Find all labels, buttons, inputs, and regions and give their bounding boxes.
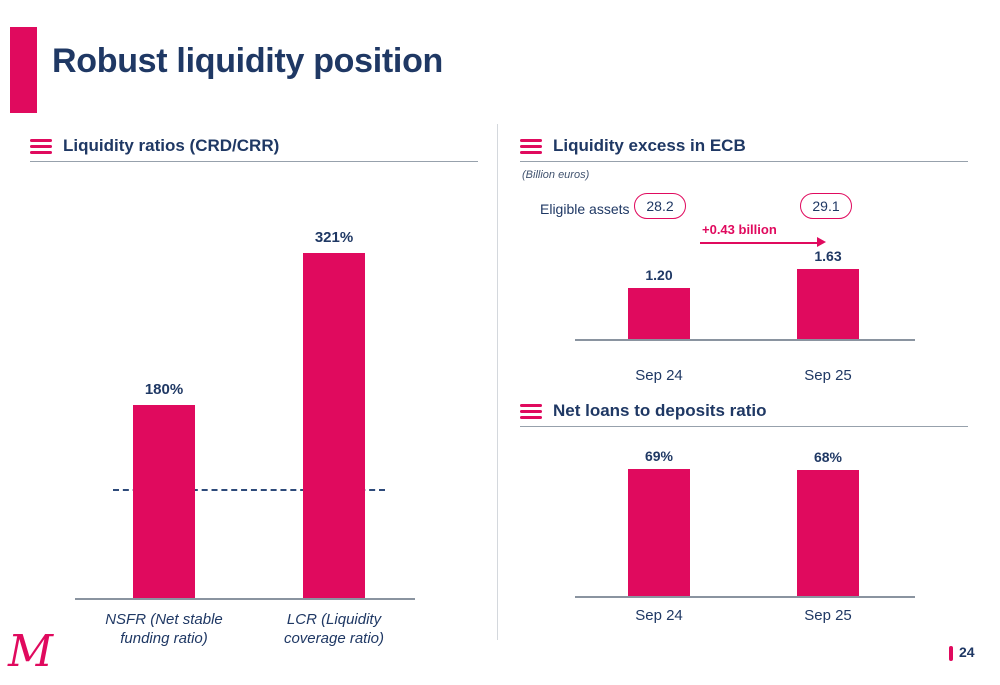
bar-nl-sep24 — [628, 469, 690, 596]
bar-ecb-sep24 — [628, 287, 690, 339]
bar-value-nsfr: 180% — [144, 380, 184, 398]
bar-column-nsfr: 180% — [133, 222, 195, 598]
billion-euros-note: (Billion euros) — [522, 169, 590, 181]
eligible-assets-value-sep24: 28.2 — [646, 198, 674, 214]
eligible-assets-label: Eligible assets — [540, 201, 630, 217]
bar-column-nl-sep24: 69% — [628, 448, 690, 596]
bar-lcr — [303, 253, 365, 598]
bar-value-lcr: 321% — [314, 229, 354, 247]
net-loans-header: Net loans to deposits ratio — [520, 399, 766, 423]
title-accent-bar — [10, 27, 37, 113]
category-label-nl-sep25: Sep 25 — [804, 607, 852, 624]
bar-value-ecb-sep25: 1.63 — [814, 248, 842, 265]
category-label-ecb-sep24: Sep 24 — [635, 367, 683, 384]
bar-value-ecb-sep24: 1.20 — [645, 266, 673, 283]
bar-column-ecb-sep25: 1.63 — [797, 245, 859, 339]
page-title: Robust liquidity position — [52, 42, 444, 80]
bar-value-nl-sep25: 68% — [813, 449, 843, 466]
liquidity-excess-header: Liquidity excess in ECB — [520, 134, 746, 158]
net-loans-chart: 69% 68% — [575, 448, 915, 598]
eligible-assets-pill-sep24: 28.2 — [634, 193, 686, 219]
delta-arrow-line — [700, 242, 817, 244]
delta-arrow-head-icon — [817, 237, 826, 247]
category-label-ecb-sep25: Sep 25 — [804, 367, 852, 384]
requirement-dashed-line — [113, 488, 385, 491]
bar-column-lcr: 321% — [303, 222, 365, 598]
menu-icon — [520, 403, 542, 419]
section-title-liquidity-ratios: Liquidity ratios (CRD/CRR) — [63, 136, 280, 155]
liquidity-excess-chart: 1.20 1.63 — [575, 245, 915, 341]
delta-label: +0.43 billion — [702, 222, 777, 237]
bar-column-nl-sep25: 68% — [797, 448, 859, 596]
liquidity-ratios-header: Liquidity ratios (CRD/CRR) — [30, 134, 279, 158]
bar-nl-sep25 — [797, 470, 859, 596]
bar-nsfr — [133, 404, 195, 598]
eligible-assets-value-sep25: 29.1 — [812, 198, 840, 214]
bar-value-nl-sep24: 69% — [644, 448, 674, 464]
section-title-net-loans: Net loans to deposits ratio — [553, 401, 767, 420]
menu-icon — [30, 138, 52, 154]
liquidity-ratios-chart: 180% 321% — [75, 222, 415, 600]
header-rule-net-loans — [520, 426, 968, 427]
category-label-nl-sep24: Sep 24 — [635, 607, 683, 624]
brand-logo: M — [8, 626, 54, 677]
bar-column-ecb-sep24: 1.20 — [628, 245, 690, 339]
page-number-accent-bar — [949, 646, 953, 661]
eligible-assets-pill-sep25: 29.1 — [800, 193, 852, 219]
panel-divider — [497, 124, 498, 640]
header-rule-liquidity-excess — [520, 161, 968, 162]
category-label-lcr: LCR (Liquidity coverage ratio) — [283, 611, 385, 647]
section-title-liquidity-excess: Liquidity excess in ECB — [553, 136, 746, 155]
category-label-nsfr: NSFR (Net stable funding ratio) — [105, 611, 223, 647]
header-rule-liquidity-ratios — [30, 161, 478, 162]
page-number: 24 — [959, 644, 975, 660]
bar-ecb-sep25 — [797, 269, 859, 339]
menu-icon — [520, 138, 542, 154]
